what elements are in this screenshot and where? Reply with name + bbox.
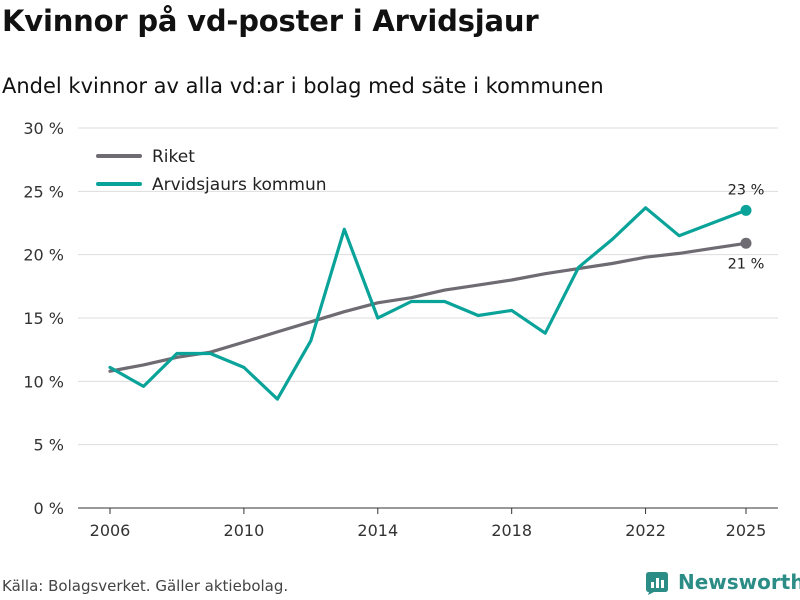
y-tick-label: 15 % <box>23 309 64 328</box>
y-tick-label: 25 % <box>23 182 64 201</box>
newsworthy-icon <box>646 572 668 595</box>
series-line-riket <box>108 241 748 373</box>
legend: Riket Arvidsjaurs kommun <box>96 147 327 195</box>
end-label-arvidsjaur: 23 % <box>728 182 765 198</box>
x-tick-label: 2010 <box>224 521 265 540</box>
x-tick-label: 2006 <box>90 521 131 540</box>
end-label-riket: 21 % <box>728 256 765 272</box>
legend-label-riket: Riket <box>152 147 195 167</box>
brand-name: Newsworthy <box>678 570 800 594</box>
source-note: Källa: Bolagsverket. Gäller aktiebolag. <box>2 577 289 595</box>
y-tick-label: 0 % <box>34 499 64 518</box>
y-tick-label: 10 % <box>23 372 64 391</box>
legend-label-arvidsjaur: Arvidsjaurs kommun <box>152 175 327 195</box>
x-axis: 2006 2010 2014 2018 2022 2025 <box>78 507 778 540</box>
end-marker-riket <box>740 237 752 249</box>
y-tick-label: 20 % <box>23 246 64 265</box>
x-tick-label: 2018 <box>491 521 532 540</box>
end-marker-arvidsjaur <box>740 204 752 216</box>
chart-title: Kvinnor på vd-poster i Arvidsjaur <box>2 4 539 38</box>
newsworthy-logo[interactable]: Newsworthy <box>644 569 800 595</box>
y-tick-label: 5 % <box>34 436 64 455</box>
series-lines <box>108 206 748 401</box>
x-tick-label: 2025 <box>726 521 767 540</box>
y-axis-ticks: 0 % 5 % 10 % 15 % 20 % 25 % 30 % <box>23 119 64 518</box>
chart-subtitle: Andel kvinnor av alla vd:ar i bolag med … <box>2 74 604 98</box>
x-tick-label: 2022 <box>625 521 666 540</box>
series-line-arvidsjaur <box>108 206 748 401</box>
end-markers: 21 % 23 % <box>728 182 765 272</box>
y-tick-label: 30 % <box>23 119 64 138</box>
x-tick-label: 2014 <box>357 521 398 540</box>
